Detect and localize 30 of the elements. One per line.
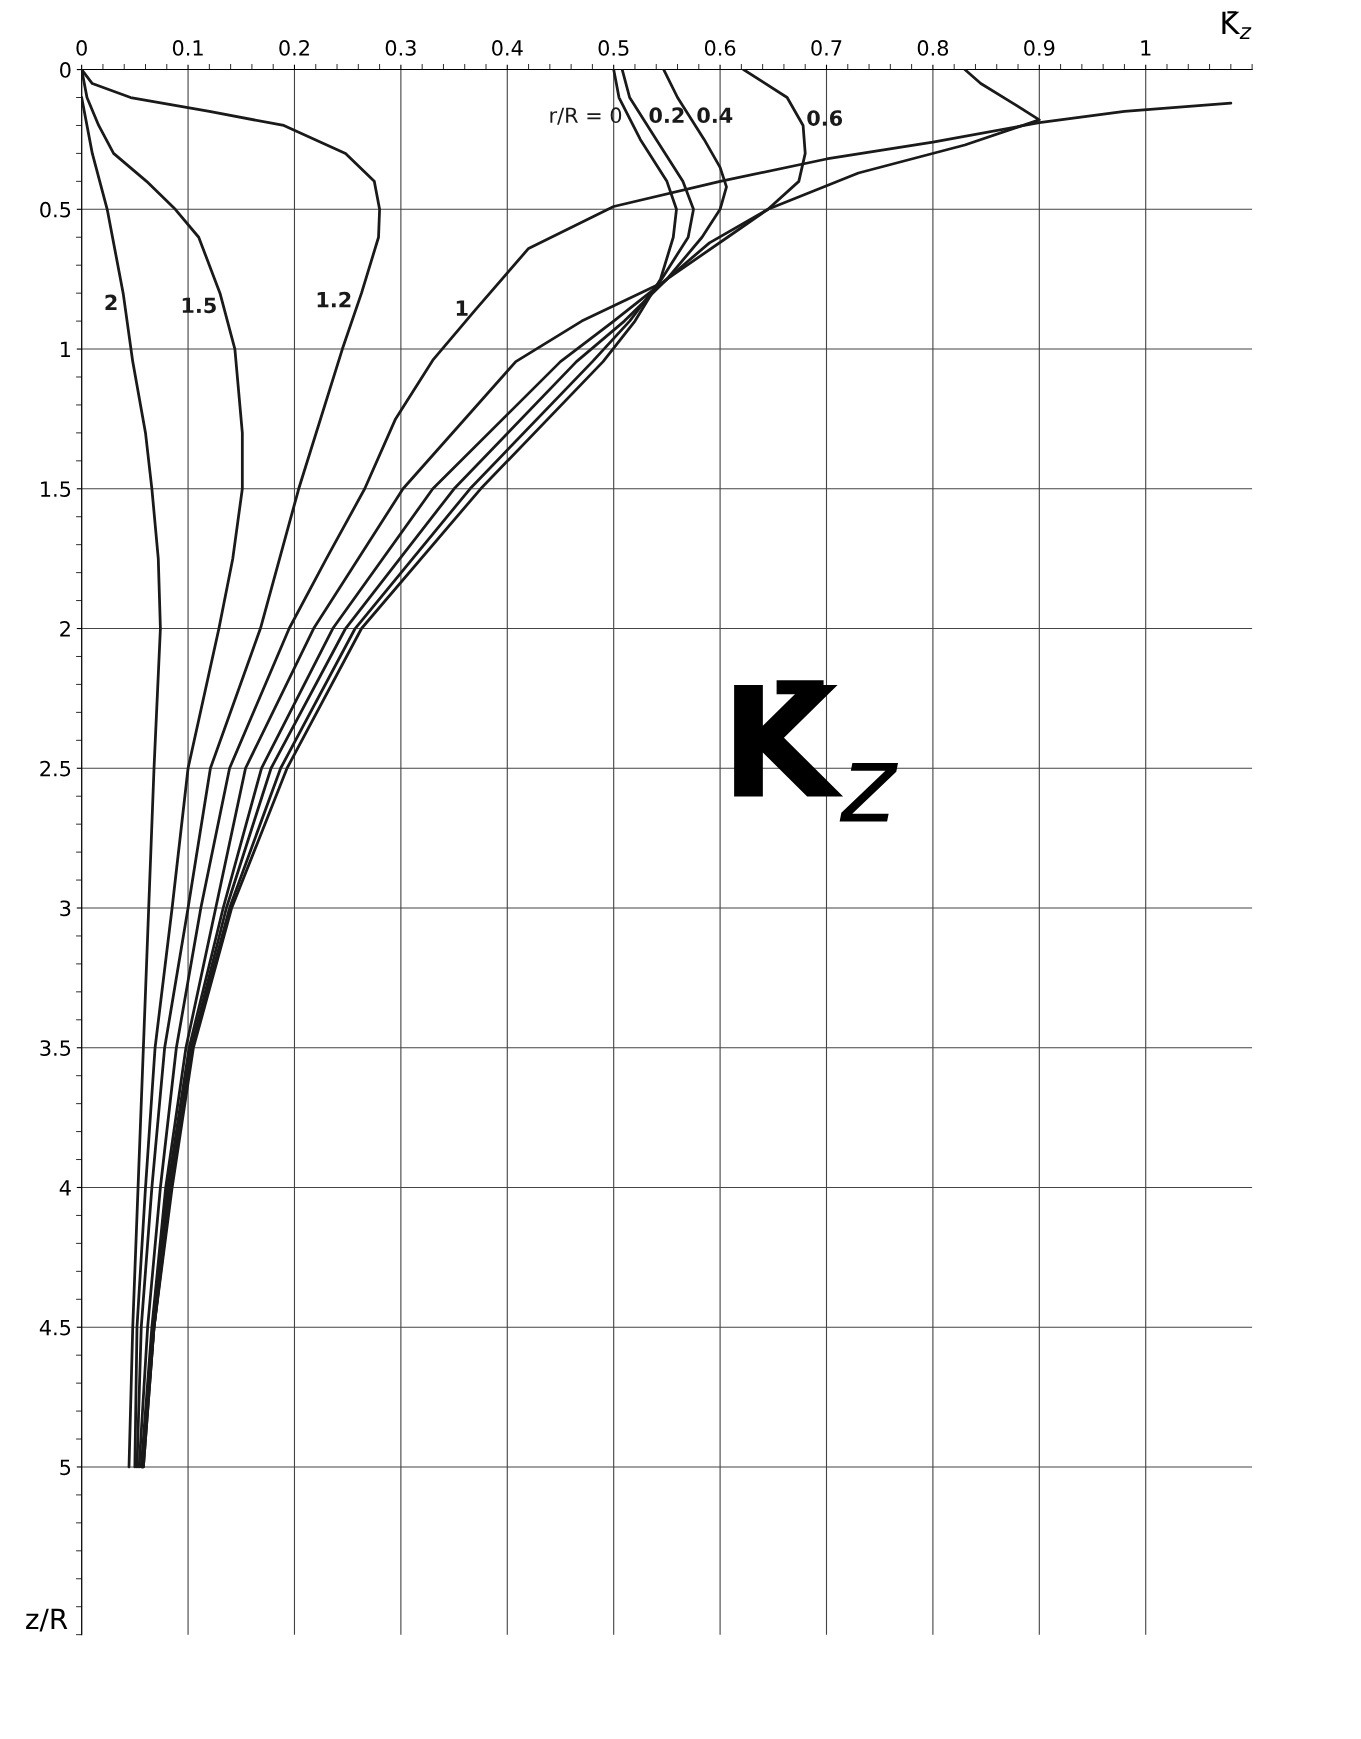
x-tick-label: 0.7 bbox=[811, 40, 842, 56]
y-tick-label: 1 bbox=[60, 341, 71, 357]
y-axis-title: z/R bbox=[26, 1608, 68, 1632]
x-tick-label: 0.5 bbox=[598, 40, 629, 56]
series-label: 1 bbox=[456, 300, 468, 316]
y-tick-label: 2 bbox=[60, 620, 70, 637]
x-tick-label: 0.2 bbox=[279, 40, 309, 56]
x-axis-title: K̄$_{z}$ bbox=[1222, 11, 1252, 39]
y-tick-label: 4.5 bbox=[39, 1319, 71, 1336]
x-tick-label: 0.9 bbox=[1024, 40, 1055, 56]
y-tick-label: 2.5 bbox=[40, 760, 71, 777]
y-tick-label: 0.5 bbox=[40, 201, 71, 218]
x-tick-label: 0.1 bbox=[172, 40, 203, 56]
y-tick-label: 3 bbox=[60, 900, 71, 917]
series-label: 2 bbox=[105, 294, 117, 311]
y-tick-label: 1.5 bbox=[41, 481, 71, 497]
y-tick-label: 5 bbox=[60, 1459, 71, 1476]
x-tick-label: 0 bbox=[76, 40, 87, 56]
y-tick-label: 4 bbox=[59, 1180, 71, 1196]
x-tick-label: 0.8 bbox=[917, 40, 949, 56]
x-tick-label: 0.4 bbox=[492, 40, 523, 56]
series-label: 1.2 bbox=[317, 291, 351, 308]
y-tick-label: 3.5 bbox=[40, 1040, 71, 1056]
series-label: 0.4 bbox=[697, 107, 733, 124]
series-label: 1.5 bbox=[182, 297, 216, 314]
y-tick-label: 0 bbox=[60, 62, 71, 78]
x-tick-label: 1 bbox=[1141, 40, 1151, 56]
x-tick-label: 0.3 bbox=[385, 40, 416, 56]
series-label: 0.2 bbox=[649, 107, 684, 124]
x-tick-label: 0.6 bbox=[704, 40, 736, 56]
